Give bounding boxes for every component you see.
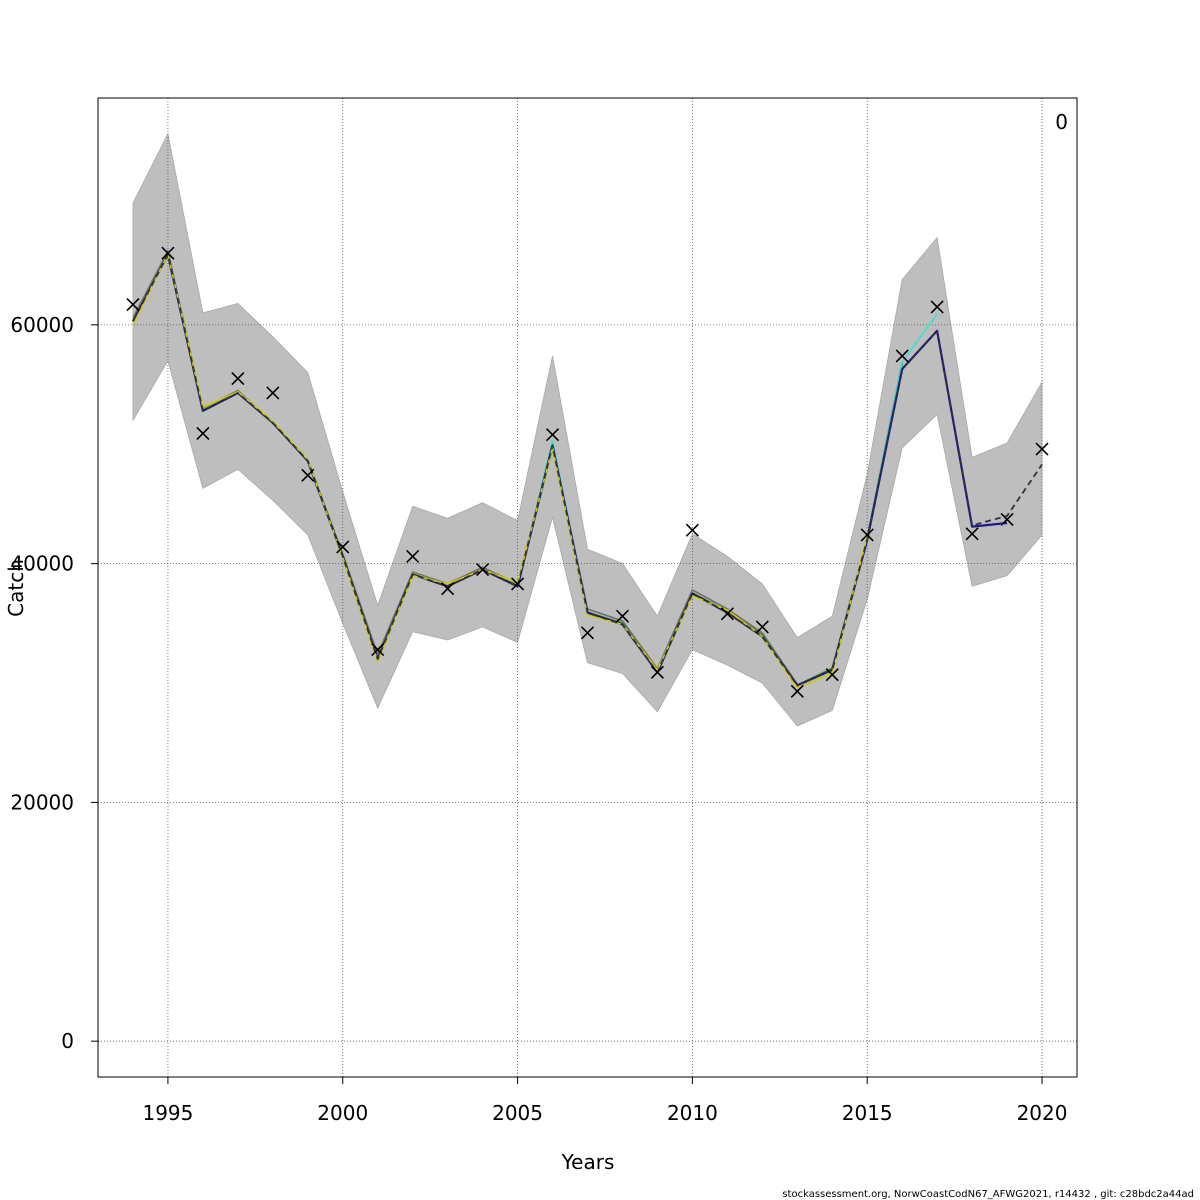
series-line-retro-peel-1 — [132, 253, 868, 689]
observation-point-2003 — [441, 582, 455, 596]
observation-point-2015 — [860, 528, 874, 542]
observation-point-2013 — [790, 684, 804, 698]
observation-points-layer — [126, 246, 1049, 698]
x-tick-label-2010: 2010 — [667, 1101, 718, 1125]
observation-point-1997 — [231, 372, 245, 386]
series-layer — [132, 250, 1043, 689]
observation-point-1996 — [196, 426, 210, 441]
y-axis: 0 20000 40000 60000 — [10, 313, 98, 1053]
plot-frame — [97, 97, 1078, 1078]
panel-label: 0 — [1055, 110, 1068, 134]
observation-point-2011 — [720, 607, 734, 621]
observation-point-2019 — [1000, 512, 1014, 527]
observation-point-2012 — [755, 620, 769, 634]
observation-point-2018 — [965, 527, 979, 541]
observation-point-1994 — [126, 297, 140, 312]
observation-point-2002 — [406, 549, 420, 564]
y-axis-title: Catch — [4, 559, 28, 617]
observation-point-2004 — [476, 563, 490, 577]
x-tick-label-2020: 2020 — [1017, 1101, 1068, 1125]
confidence-band-layer — [132, 132, 1043, 727]
footer-credit: stockassessment.org, NorwCoastCodN67_AFW… — [782, 1189, 1194, 1200]
observation-point-2005 — [511, 577, 525, 591]
observation-point-1995 — [161, 246, 175, 260]
observation-point-2009 — [650, 665, 664, 679]
x-axis-title: Years — [561, 1150, 615, 1174]
grid-layer — [98, 98, 1077, 1077]
x-tick-label-2005: 2005 — [492, 1101, 543, 1125]
observation-point-2014 — [825, 668, 839, 682]
confidence-band — [132, 132, 1043, 727]
x-tick-label-1995: 1995 — [142, 1101, 193, 1125]
observation-point-2008 — [615, 609, 630, 623]
y-tick-label-60000: 60000 — [10, 313, 74, 337]
y-tick-label-20000: 20000 — [10, 790, 74, 814]
observation-point-2010 — [685, 523, 699, 537]
x-tick-label-2000: 2000 — [317, 1101, 368, 1125]
observation-point-1998 — [266, 386, 280, 400]
observation-point-1999 — [301, 468, 315, 482]
observation-point-2001 — [371, 643, 385, 657]
observation-point-2017 — [930, 300, 944, 314]
x-tick-label-2015: 2015 — [842, 1101, 893, 1125]
observation-point-2020 — [1035, 442, 1049, 456]
observation-point-2016 — [895, 349, 909, 363]
x-axis: 1995 2000 2005 2010 2015 2020 — [142, 1077, 1067, 1125]
series-line-base-run — [132, 253, 1043, 687]
observation-point-2000 — [336, 540, 350, 554]
observation-point-2007 — [580, 626, 595, 640]
observation-point-2006 — [545, 428, 560, 442]
y-tick-label-0: 0 — [61, 1029, 74, 1053]
y-tick-label-40000: 40000 — [10, 552, 74, 576]
